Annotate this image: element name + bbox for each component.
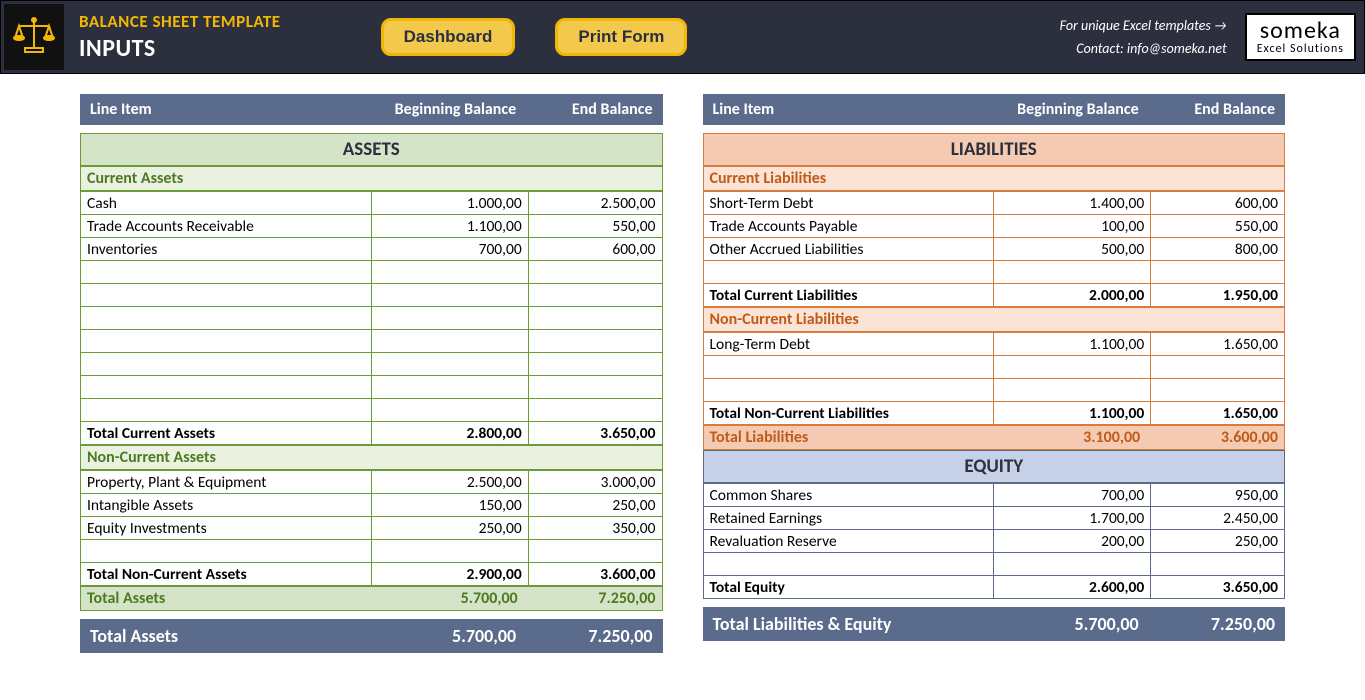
table-row[interactable]: Retained Earnings1.700,002.450,00 [703,507,1285,530]
top-bar: BALANCE SHEET TEMPLATE INPUTS Dashboard … [0,0,1365,74]
cell-end[interactable]: 950,00 [1151,484,1285,507]
noncurrent-assets-header: Non-Current Assets [80,445,663,470]
page-subtitle: INPUTS [79,34,281,63]
cell-beg[interactable]: 1.100,00 [994,333,1151,356]
table-row[interactable] [81,399,663,422]
cell-beg[interactable]: 1.400,00 [994,192,1151,215]
table-row[interactable] [703,356,1285,379]
cell-beg[interactable]: 200,00 [994,530,1151,553]
total-liabilities-row: Total Liabilities 3.100,00 3.600,00 [703,425,1286,450]
noncurrent-liabilities-table: Long-Term Debt1.100,001.650,00 Total Non-… [703,332,1286,425]
cell-beg[interactable]: 700,00 [994,484,1151,507]
cell-name[interactable]: Property, Plant & Equipment [81,471,372,494]
table-row[interactable] [81,261,663,284]
cell-end[interactable]: 1.650,00 [1151,333,1285,356]
table-row[interactable] [703,261,1285,284]
cell-name[interactable]: Intangible Assets [81,494,372,517]
table-row[interactable] [81,376,663,399]
table-row[interactable]: Trade Accounts Receivable1.100,00550,00 [81,215,663,238]
table-row[interactable] [81,540,663,563]
current-liabilities-table: Short-Term Debt1.400,00600,00Trade Accou… [703,191,1286,307]
cell-end[interactable]: 800,00 [1151,238,1285,261]
subtotal-row: Total Non-Current Liabilities1.100,001.6… [703,402,1285,425]
table-row[interactable]: Trade Accounts Payable100,00550,00 [703,215,1285,238]
cell-name[interactable]: Trade Accounts Receivable [81,215,372,238]
equity-table: Common Shares700,00950,00Retained Earnin… [703,483,1286,599]
cell-end[interactable]: 550,00 [1151,215,1285,238]
subtotal-row: Total Non-Current Assets2.900,003.600,00 [81,563,663,586]
templates-link[interactable]: For unique Excel templates → [1060,17,1227,34]
cell-end[interactable]: 2.450,00 [1151,507,1285,530]
table-row[interactable]: Other Accrued Liabilities500,00800,00 [703,238,1285,261]
cell-beg[interactable]: 100,00 [994,215,1151,238]
footer-total-assets: Total Assets 5.700,00 7.250,00 [80,619,663,653]
assets-panel: Line Item Beginning Balance End Balance … [80,94,663,653]
table-row[interactable] [703,379,1285,402]
table-row[interactable]: Cash1.000,002.500,00 [81,192,663,215]
cell-beg[interactable]: 1.100,00 [371,215,528,238]
liabilities-title: LIABILITIES [703,133,1286,166]
cell-end[interactable]: 600,00 [528,238,662,261]
table-row[interactable] [81,330,663,353]
cell-name[interactable]: Retained Earnings [703,507,994,530]
equity-title: EQUITY [703,450,1286,483]
cell-end[interactable]: 250,00 [1151,530,1285,553]
cell-name[interactable]: Common Shares [703,484,994,507]
cell-beg[interactable]: 700,00 [371,238,528,261]
current-liabilities-header: Current Liabilities [703,166,1286,191]
scale-icon [4,4,64,70]
cell-beg[interactable]: 2.500,00 [371,471,528,494]
cell-end[interactable]: 550,00 [528,215,662,238]
table-row[interactable]: Long-Term Debt1.100,001.650,00 [703,333,1285,356]
cell-name[interactable]: Inventories [81,238,372,261]
table-row[interactable] [703,553,1285,576]
page-title: BALANCE SHEET TEMPLATE [79,11,281,32]
subtotal-row: Total Equity2.600,003.650,00 [703,576,1285,599]
brand-logo: someka Excel Solutions [1245,13,1356,61]
cell-end[interactable]: 600,00 [1151,192,1285,215]
cell-beg[interactable]: 1.700,00 [994,507,1151,530]
cell-end[interactable]: 2.500,00 [528,192,662,215]
cell-end[interactable]: 350,00 [528,517,662,540]
cell-name[interactable]: Revaluation Reserve [703,530,994,553]
print-form-button[interactable]: Print Form [555,18,687,56]
cell-name[interactable]: Trade Accounts Payable [703,215,994,238]
footer-total-liab-equity: Total Liabilities & Equity 5.700,00 7.25… [703,607,1286,641]
cell-name[interactable]: Short-Term Debt [703,192,994,215]
current-assets-table: Cash1.000,002.500,00Trade Accounts Recei… [80,191,663,445]
table-row[interactable]: Revaluation Reserve200,00250,00 [703,530,1285,553]
current-assets-header: Current Assets [80,166,663,191]
table-row[interactable] [81,307,663,330]
table-row[interactable]: Intangible Assets150,00250,00 [81,494,663,517]
total-assets-row: Total Assets 5.700,00 7.250,00 [80,586,663,611]
table-row[interactable] [81,284,663,307]
subtotal-row: Total Current Liabilities2.000,001.950,0… [703,284,1285,307]
cell-end[interactable]: 250,00 [528,494,662,517]
table-row[interactable]: Inventories700,00600,00 [81,238,663,261]
assets-title: ASSETS [80,133,663,166]
noncurrent-liabilities-header: Non-Current Liabilities [703,307,1286,332]
cell-beg[interactable]: 500,00 [994,238,1151,261]
column-header: Line Item Beginning Balance End Balance [80,94,663,125]
cell-beg[interactable]: 150,00 [371,494,528,517]
cell-beg[interactable]: 250,00 [371,517,528,540]
cell-end[interactable]: 3.000,00 [528,471,662,494]
table-row[interactable]: Property, Plant & Equipment2.500,003.000… [81,471,663,494]
table-row[interactable]: Short-Term Debt1.400,00600,00 [703,192,1285,215]
cell-name[interactable]: Cash [81,192,372,215]
cell-name[interactable]: Other Accrued Liabilities [703,238,994,261]
subtotal-row: Total Current Assets2.800,003.650,00 [81,422,663,445]
table-row[interactable]: Common Shares700,00950,00 [703,484,1285,507]
liabilities-equity-panel: Line Item Beginning Balance End Balance … [703,94,1286,653]
table-row[interactable]: Equity Investments250,00350,00 [81,517,663,540]
cell-name[interactable]: Long-Term Debt [703,333,994,356]
contact-text: Contact: info@someka.net [1060,40,1227,57]
dashboard-button[interactable]: Dashboard [381,18,516,56]
column-header: Line Item Beginning Balance End Balance [703,94,1286,125]
cell-name[interactable]: Equity Investments [81,517,372,540]
noncurrent-assets-table: Property, Plant & Equipment2.500,003.000… [80,470,663,586]
cell-beg[interactable]: 1.000,00 [371,192,528,215]
table-row[interactable] [81,353,663,376]
